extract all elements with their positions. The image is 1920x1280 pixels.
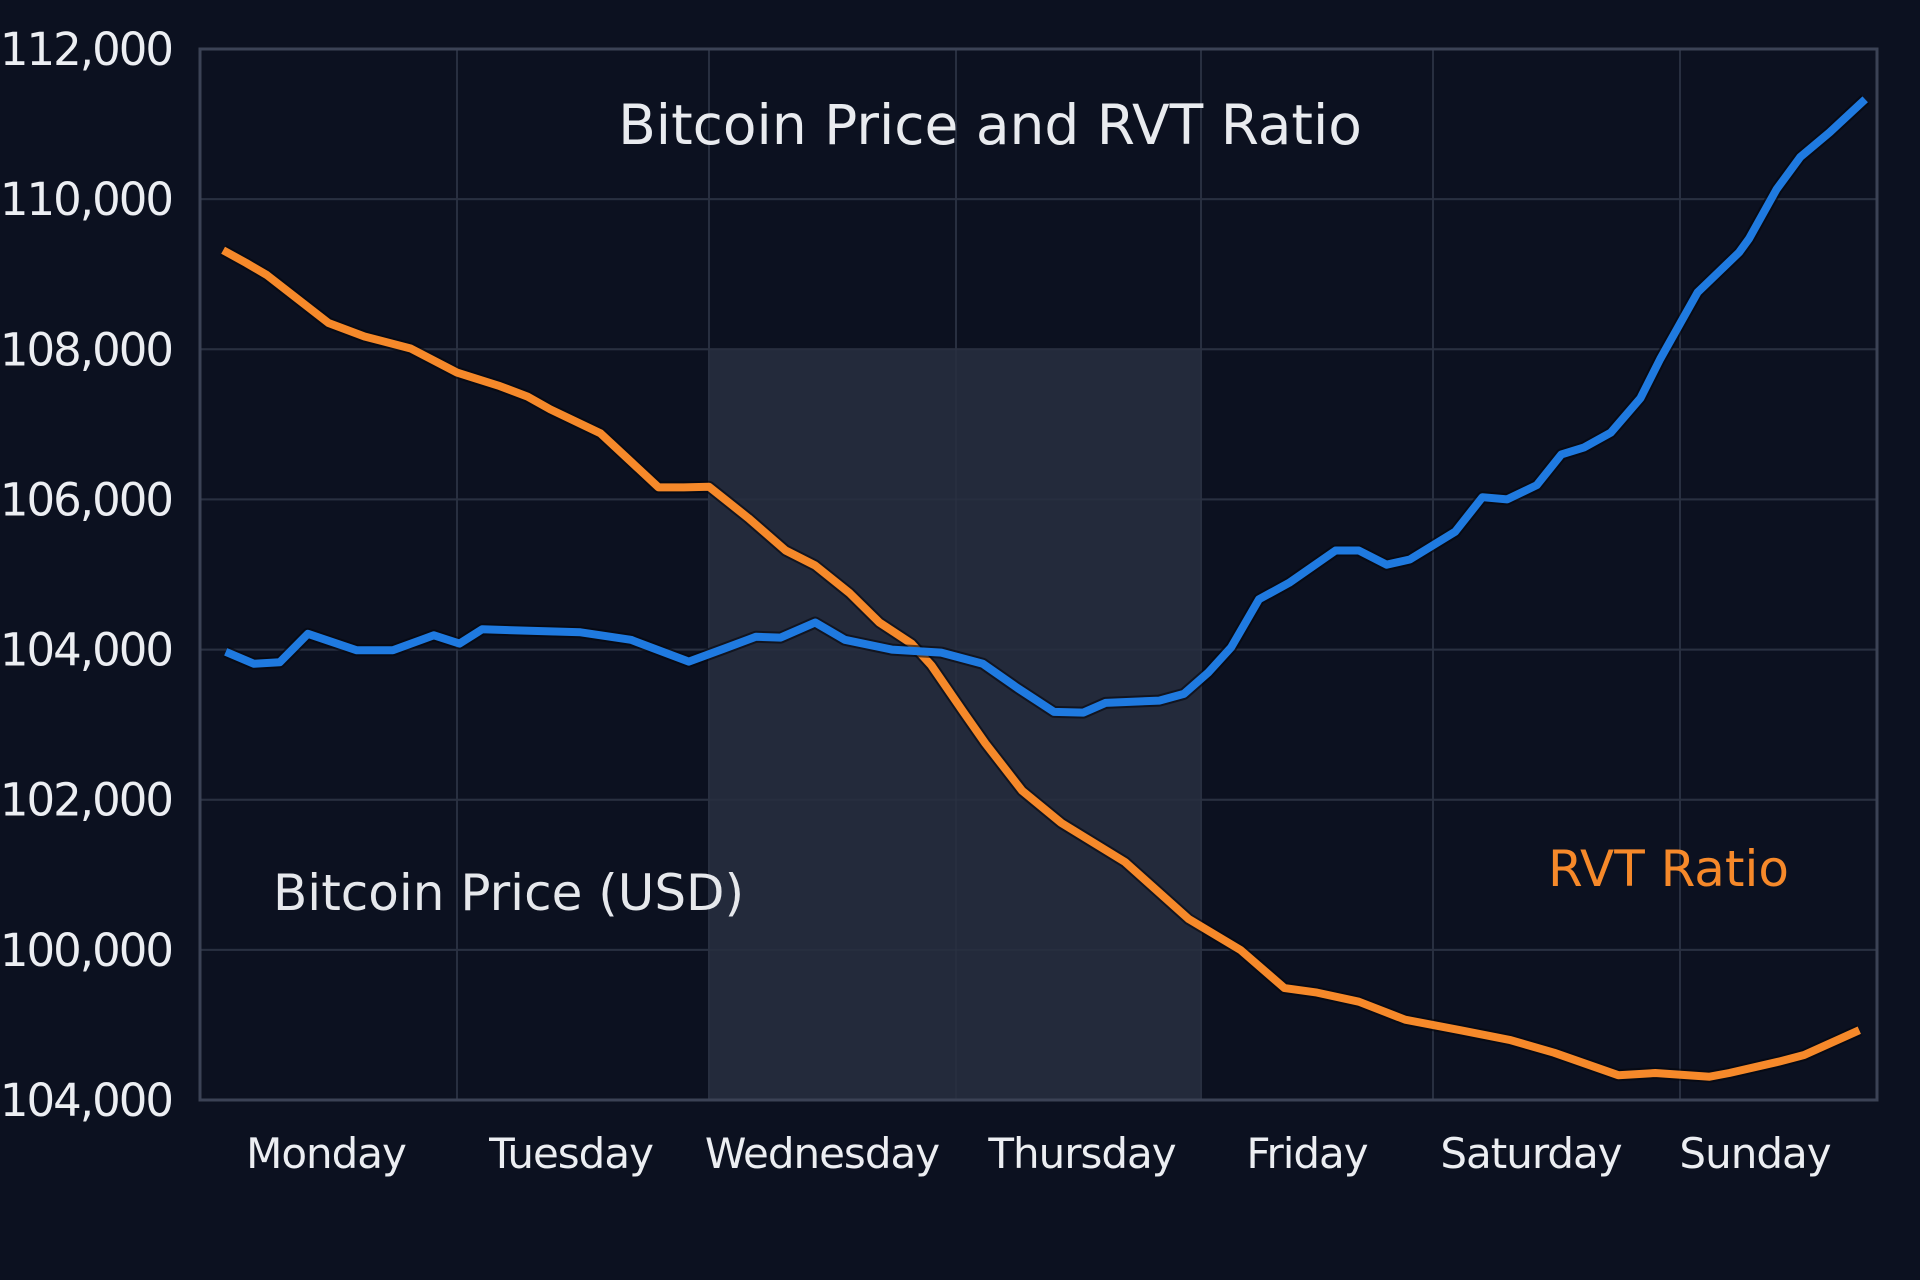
y-tick-label: 110,000 xyxy=(0,173,172,226)
x-tick-label: Monday xyxy=(246,1129,406,1178)
y-axis-ticks: 112,000 110,000 108,000 106,000 104,000 102,0… xyxy=(0,23,174,1127)
y-tick-label: 102,000 xyxy=(0,774,172,827)
x-tick-label: Wednesday xyxy=(705,1129,939,1178)
chart-title: Bitcoin Price and RVT Ratio xyxy=(618,93,1362,157)
x-tick-label: Sunday xyxy=(1679,1129,1830,1178)
plot-frame xyxy=(198,47,1879,1102)
y-tick-label: 106,000 xyxy=(0,473,172,526)
y-tick-label: 108,000 xyxy=(0,323,172,376)
x-axis-ticks: Monday Tuesday Wednesday Thursday Friday Satu… xyxy=(246,1129,1832,1178)
series-lines xyxy=(220,94,1870,1083)
series-line-bitcoin-price-usd xyxy=(224,96,1868,717)
x-tick-label: Friday xyxy=(1246,1129,1367,1178)
series-label-bitcoin-price: Bitcoin Price (USD) xyxy=(273,864,744,922)
y-tick-label: 100,000 xyxy=(0,924,172,977)
x-tick-label: Saturday xyxy=(1440,1129,1621,1178)
series-line-rvt-ratio xyxy=(221,246,1861,1081)
y-tick-label: 104,000 xyxy=(0,624,172,677)
x-tick-label: Tuesday xyxy=(488,1129,653,1178)
series-label-rvt-ratio: RVT Ratio xyxy=(1548,840,1789,898)
y-tick-label: 112,000 xyxy=(0,23,172,76)
y-tick-label: 104,000 xyxy=(0,1074,172,1127)
x-tick-label: Thursday xyxy=(987,1129,1175,1178)
